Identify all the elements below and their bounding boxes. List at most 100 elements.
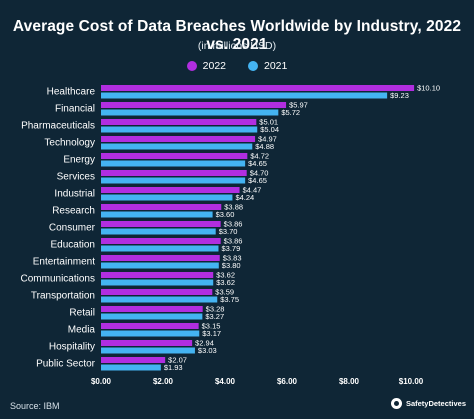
- bar-2021-transportation: [101, 296, 218, 303]
- category-label-industrial: Industrial: [54, 189, 95, 200]
- data-label-2021-research: $3.60: [216, 210, 235, 219]
- x-tick-label: $2.00: [153, 377, 174, 386]
- bar-2021-industrial: [101, 194, 233, 201]
- bar-2022-communications: [101, 272, 214, 278]
- legend-swatch-2021: [248, 61, 258, 71]
- bar-2022-public-sector: [101, 357, 166, 363]
- data-label-2022-communications: $3.62: [216, 271, 235, 280]
- bar-2021-financial: [101, 109, 279, 116]
- legend-item-2021: 2021: [248, 60, 287, 72]
- bar-2021-communications: [101, 279, 214, 286]
- x-tick-label: $4.00: [215, 377, 236, 386]
- bar-2021-retail: [101, 313, 203, 320]
- bar-2022-consumer: [101, 221, 221, 227]
- legend-swatch-2022: [186, 61, 197, 71]
- bar-2021-pharmaceuticals: [101, 126, 258, 133]
- bar-2022-entertainment: [101, 255, 220, 261]
- bar-2021-media: [101, 330, 200, 337]
- category-label-financial: Financial: [55, 104, 95, 115]
- x-tick-label: $6.00: [277, 377, 298, 386]
- data-label-2022-consumer: $3.86: [224, 220, 243, 229]
- bar-2021-healthcare: [101, 92, 388, 99]
- category-label-technology: Technology: [44, 138, 95, 149]
- data-label-2021-pharmaceuticals: $5.04: [260, 125, 279, 134]
- x-tick-label: $0.00: [91, 377, 112, 386]
- bar-2022-services: [101, 170, 247, 176]
- bar-2022-energy: [101, 153, 248, 159]
- bar-2022-retail: [101, 306, 203, 312]
- data-label-2021-energy: $4.65: [248, 159, 267, 168]
- data-label-2021-services: $4.65: [248, 176, 267, 185]
- data-label-2021-retail: $3.27: [205, 312, 224, 321]
- data-label-2021-technology: $4.88: [255, 142, 274, 151]
- bar-2021-energy: [101, 160, 246, 167]
- data-label-2021-healthcare: $9.23: [390, 91, 409, 100]
- bar-2022-pharmaceuticals: [101, 119, 257, 125]
- data-label-2021-hospitality: $3.03: [198, 346, 217, 355]
- category-label-consumer: Consumer: [49, 223, 96, 234]
- data-label-2021-communications: $3.62: [216, 278, 235, 287]
- data-label-2021-education: $3.79: [221, 244, 240, 253]
- data-label-2022-hospitality: $2.94: [195, 339, 214, 348]
- data-label-2022-research: $3.88: [224, 203, 243, 212]
- category-label-pharmaceuticals: Pharmaceuticals: [21, 121, 95, 132]
- category-label-entertainment: Entertainment: [33, 257, 95, 268]
- bar-2022-research: [101, 204, 222, 210]
- bar-2021-hospitality: [101, 347, 195, 354]
- chart-title: Average Cost of Data Breaches Worldwide …: [12, 18, 462, 53]
- category-label-public-sector: Public Sector: [36, 359, 96, 370]
- data-label-2022-pharmaceuticals: $5.01: [259, 118, 278, 127]
- bar-2022-healthcare: [101, 85, 415, 91]
- bar-2021-public-sector: [101, 364, 161, 371]
- data-label-2021-transportation: $3.75: [220, 295, 239, 304]
- bar-2022-transportation: [101, 289, 213, 295]
- category-label-healthcare: Healthcare: [47, 87, 96, 98]
- category-label-hospitality: Hospitality: [49, 342, 95, 353]
- data-label-2022-entertainment: $3.83: [223, 254, 242, 263]
- brand-logo: SafetyDetectives: [390, 398, 466, 409]
- legend-label-2022: 2022: [202, 60, 226, 72]
- category-label-research: Research: [52, 206, 95, 217]
- bar-2022-media: [101, 323, 199, 329]
- brand-icon: [390, 398, 402, 409]
- category-label-transportation: Transportation: [31, 291, 95, 302]
- category-label-communications: Communications: [21, 274, 95, 285]
- data-label-2021-entertainment: $3.80: [222, 261, 241, 270]
- bar-2022-financial: [101, 102, 287, 108]
- bar-2021-research: [101, 211, 213, 218]
- data-label-2022-public-sector: $2.07: [168, 356, 187, 365]
- bar-2022-education: [101, 238, 221, 244]
- bar-chart: Healthcare $10.10 $9.23 Financial $5.97$5.72…: [21, 84, 441, 387]
- bar-2021-education: [101, 245, 219, 252]
- category-label-education: Education: [51, 240, 95, 251]
- data-label-2021-financial: $5.72: [281, 108, 300, 117]
- x-tick-label: $8.00: [339, 377, 360, 386]
- data-label-2022-services: $4.70: [250, 169, 269, 178]
- bar-2021-consumer: [101, 228, 216, 235]
- bar-2021-entertainment: [101, 262, 219, 269]
- source-note: Source: IBM: [10, 401, 60, 411]
- data-label-2021-industrial: $4.24: [235, 193, 254, 202]
- data-label-2022-transportation: $3.59: [215, 288, 234, 297]
- data-label-2022-education: $3.86: [224, 237, 243, 246]
- category-label-media: Media: [68, 325, 96, 336]
- legend: 2022 2021: [0, 60, 474, 72]
- category-label-services: Services: [57, 172, 95, 183]
- category-label-retail: Retail: [69, 308, 95, 319]
- data-label-2022-energy: $4.72: [250, 152, 269, 161]
- data-label-2022-retail: $3.28: [206, 305, 225, 314]
- bar-2022-technology: [101, 136, 256, 142]
- data-label-2021-media: $3.17: [202, 329, 221, 338]
- data-label-2021-consumer: $3.70: [219, 227, 238, 236]
- bar-2021-services: [101, 177, 246, 184]
- category-label-energy: Energy: [63, 155, 95, 166]
- data-label-2022-industrial: $4.47: [243, 186, 262, 195]
- data-label-2022-healthcare: $10.10: [417, 84, 440, 93]
- data-label-2022-technology: $4.97: [258, 135, 277, 144]
- x-tick-label: $10.00: [399, 377, 424, 386]
- legend-item-2022: 2022: [186, 60, 226, 72]
- bar-2021-technology: [101, 143, 253, 150]
- data-label-2021-public-sector: $1.93: [164, 363, 183, 372]
- bar-2022-hospitality: [101, 340, 193, 346]
- data-label-2022-media: $3.15: [202, 322, 221, 331]
